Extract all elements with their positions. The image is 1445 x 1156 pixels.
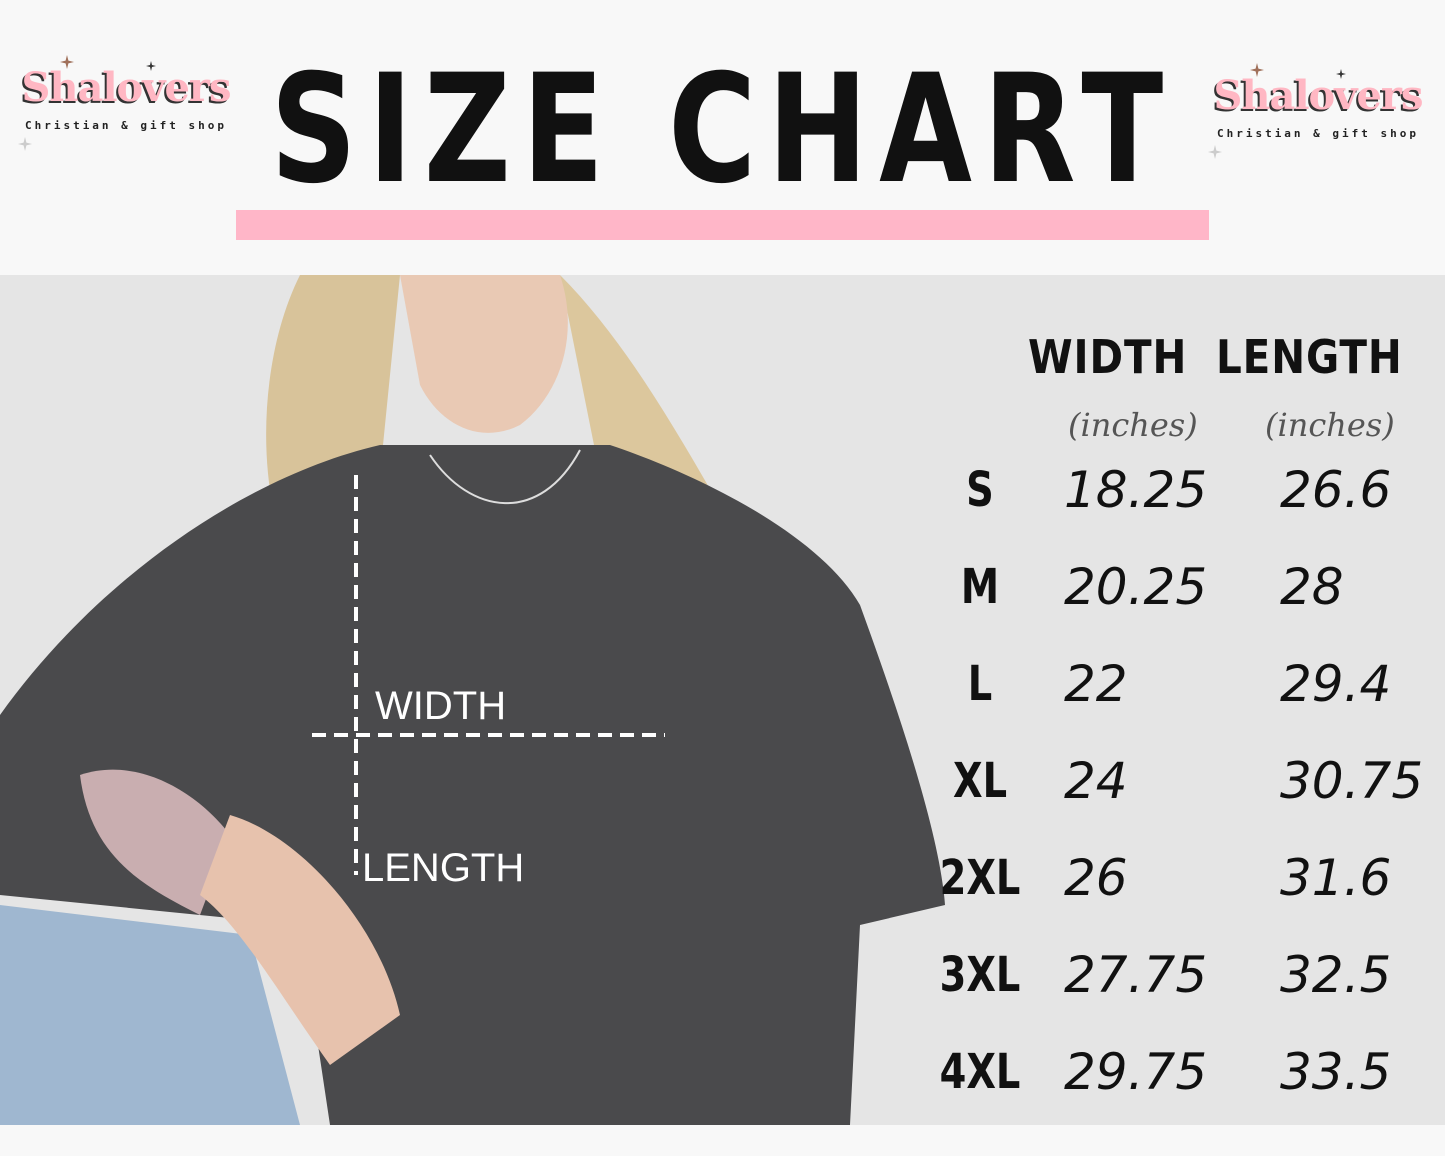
length-cell: 29.4 — [1280, 655, 1392, 713]
logo-name: Shalovers — [1213, 72, 1423, 119]
length-cell: 31.6 — [1280, 849, 1392, 907]
width-cell: 22 — [1064, 655, 1128, 713]
table-row: L 22 29.4 — [0, 654, 1445, 744]
page-title: SIZE CHART — [270, 43, 1175, 217]
table-row: M 20.25 28 — [0, 557, 1445, 647]
size-cell: M — [960, 559, 1000, 615]
width-label: WIDTH — [375, 684, 507, 728]
photo-panel: WIDTH LENGTH — [0, 275, 1445, 1125]
size-cell: 2XL — [939, 850, 1021, 906]
length-label: LENGTH — [362, 846, 525, 890]
sparkle-icon — [1208, 145, 1222, 159]
logo-name: Shalovers — [21, 64, 231, 111]
length-cell: 30.75 — [1280, 752, 1424, 810]
sparkle-icon — [1336, 69, 1346, 79]
sparkle-icon — [1250, 63, 1264, 77]
length-cell: 32.5 — [1280, 946, 1392, 1004]
logo-tagline: Christian & gift shop — [24, 119, 228, 132]
header-width: WIDTH — [1028, 330, 1188, 384]
length-cell: 28 — [1280, 558, 1344, 616]
width-cell: 18.25 — [1064, 461, 1208, 519]
width-cell: 27.75 — [1064, 946, 1208, 1004]
sparkle-icon — [146, 61, 156, 71]
table-row: 4XL 29.75 33.5 — [0, 1042, 1445, 1132]
width-cell: 26 — [1064, 849, 1128, 907]
logo-right: Shalovers Christian & gift shop — [1198, 63, 1438, 163]
size-cell: L — [967, 656, 993, 712]
unit-width: (inches) — [1068, 406, 1198, 444]
length-cell: 33.5 — [1280, 1043, 1392, 1101]
logo-tagline: Christian & gift shop — [1216, 127, 1420, 140]
size-cell: 3XL — [939, 947, 1021, 1003]
size-cell: S — [966, 462, 994, 518]
table-row: 2XL 26 31.6 — [0, 848, 1445, 938]
sparkle-icon — [18, 137, 32, 151]
header-length: LENGTH — [1216, 330, 1403, 384]
unit-length: (inches) — [1265, 406, 1395, 444]
length-cell: 26.6 — [1280, 461, 1392, 519]
sparkle-icon — [60, 55, 74, 69]
logo-left: Shalovers Christian & gift shop — [6, 55, 246, 155]
table-row: S 18.25 26.6 — [0, 460, 1445, 550]
model-photo — [0, 275, 945, 1125]
size-cell: XL — [952, 753, 1008, 809]
table-row: 3XL 27.75 32.5 — [0, 945, 1445, 1035]
accent-bar — [236, 210, 1209, 240]
size-cell: 4XL — [939, 1044, 1021, 1100]
width-cell: 24 — [1064, 752, 1128, 810]
table-row: XL 24 30.75 — [0, 751, 1445, 841]
width-cell: 20.25 — [1064, 558, 1208, 616]
width-cell: 29.75 — [1064, 1043, 1208, 1101]
